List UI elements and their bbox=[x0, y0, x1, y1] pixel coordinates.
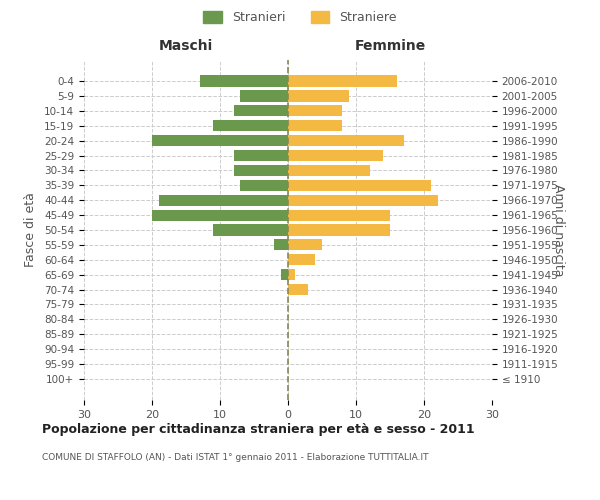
Legend: Stranieri, Straniere: Stranieri, Straniere bbox=[198, 6, 402, 29]
Bar bbox=[159, 194, 288, 206]
Bar bbox=[288, 240, 322, 250]
Bar bbox=[288, 284, 308, 295]
Text: Popolazione per cittadinanza straniera per età e sesso - 2011: Popolazione per cittadinanza straniera p… bbox=[42, 422, 475, 436]
Bar bbox=[233, 165, 288, 176]
Bar bbox=[200, 76, 288, 86]
Text: Femmine: Femmine bbox=[355, 39, 425, 53]
Bar bbox=[152, 210, 288, 220]
Bar bbox=[288, 210, 390, 220]
Y-axis label: Anni di nascita: Anni di nascita bbox=[553, 184, 565, 276]
Bar bbox=[288, 120, 343, 132]
Y-axis label: Fasce di età: Fasce di età bbox=[24, 192, 37, 268]
Bar bbox=[152, 135, 288, 146]
Bar bbox=[288, 76, 397, 86]
Bar bbox=[288, 165, 370, 176]
Bar bbox=[274, 240, 288, 250]
Bar bbox=[288, 90, 349, 102]
Bar bbox=[213, 120, 288, 132]
Bar bbox=[288, 194, 437, 206]
Bar bbox=[233, 150, 288, 161]
Bar bbox=[288, 135, 404, 146]
Bar bbox=[288, 269, 295, 280]
Bar bbox=[233, 105, 288, 117]
Bar bbox=[288, 224, 390, 235]
Text: COMUNE DI STAFFOLO (AN) - Dati ISTAT 1° gennaio 2011 - Elaborazione TUTTITALIA.I: COMUNE DI STAFFOLO (AN) - Dati ISTAT 1° … bbox=[42, 452, 428, 462]
Bar bbox=[241, 180, 288, 191]
Text: Maschi: Maschi bbox=[159, 39, 213, 53]
Bar bbox=[288, 180, 431, 191]
Bar bbox=[288, 150, 383, 161]
Bar bbox=[288, 254, 315, 266]
Bar bbox=[213, 224, 288, 235]
Bar bbox=[281, 269, 288, 280]
Bar bbox=[288, 105, 343, 117]
Bar bbox=[241, 90, 288, 102]
